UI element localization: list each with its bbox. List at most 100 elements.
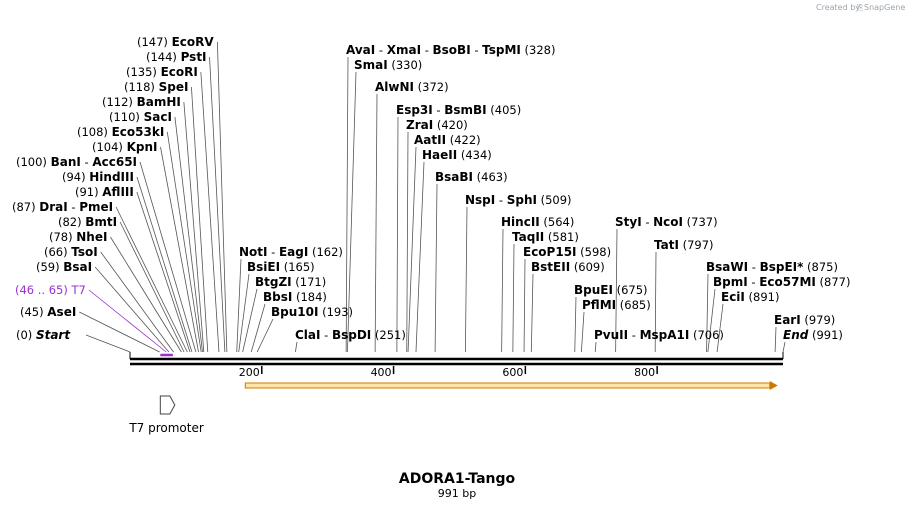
- site-psti[interactable]: (144) PstI: [146, 50, 207, 64]
- site-name: AvaI: [346, 43, 375, 57]
- site-spei[interactable]: (118) SpeI: [124, 80, 188, 94]
- site-bsabi[interactable]: BsaBI (463): [435, 170, 508, 184]
- site-bsai[interactable]: (59) BsaI: [36, 260, 92, 274]
- site-position: (797): [683, 238, 714, 252]
- site-hincii[interactable]: HincII (564): [501, 215, 574, 229]
- site-bsiei[interactable]: BsiEI (165): [247, 260, 315, 274]
- site-ecorv[interactable]: (147) EcoRV: [137, 35, 214, 49]
- credit-brand: SnapGene: [864, 3, 905, 12]
- site-position: (581): [548, 230, 579, 244]
- site-haeii[interactable]: HaeII (434): [422, 148, 492, 162]
- site-saci[interactable]: (110) SacI: [109, 110, 172, 124]
- site-bani-acc65i[interactable]: (100) BanI - Acc65I: [16, 155, 137, 169]
- site-zrai[interactable]: ZraI (420): [406, 118, 468, 132]
- site-nhei[interactable]: (78) NheI: [49, 230, 107, 244]
- site-connector: [236, 258, 242, 353]
- site-connector: [707, 288, 716, 353]
- site-t7[interactable]: (46 .. 65) T7: [15, 283, 86, 297]
- site-label-text: (104) KpnI: [92, 140, 158, 154]
- site-label-text: BpuEI (675): [574, 283, 648, 297]
- site-connector: [85, 334, 131, 353]
- site-name: HindIII: [89, 170, 134, 184]
- site-noti-eagi[interactable]: NotI - EagI (162): [239, 245, 343, 259]
- site-position: (135): [126, 65, 157, 79]
- site-alwni[interactable]: AlwNI (372): [375, 80, 449, 94]
- site-position: (598): [580, 245, 611, 259]
- site-name: EagI: [279, 245, 308, 259]
- orf-feature[interactable]: [244, 382, 771, 389]
- site-name: End: [783, 328, 809, 342]
- tick-label: 800: [634, 366, 655, 379]
- site-name: KpnI: [127, 140, 158, 154]
- site-connector: [594, 341, 597, 353]
- site-connector: [523, 258, 526, 353]
- site-position: (66): [44, 245, 68, 259]
- site-position: (112): [102, 95, 133, 109]
- site-bpu10i[interactable]: Bpu10I (193): [271, 305, 353, 319]
- site-afliii[interactable]: (91) AflIII: [75, 185, 134, 199]
- site-label-text: BtgZI (171): [255, 275, 326, 289]
- spacer: -: [748, 275, 759, 289]
- site-bsawi-bspei[interactable]: BsaWI - BspEI* (875): [706, 260, 838, 274]
- site-label-text: (100) BanI - Acc65I: [16, 155, 137, 169]
- site-ecii[interactable]: EciI (891): [721, 290, 779, 304]
- site-connector: [716, 303, 724, 353]
- snapgene-credit[interactable]: Created by ⎘ SnapGene: [816, 3, 905, 12]
- site-taqii[interactable]: TaqII (581): [512, 230, 579, 244]
- site-label-text: Bpu10I (193): [271, 305, 353, 319]
- site-bpmi-eco57mi[interactable]: BpmI - Eco57MI (877): [713, 275, 850, 289]
- site-name: AseI: [47, 305, 76, 319]
- site-smai[interactable]: SmaI (330): [354, 58, 422, 72]
- site-position: (108): [77, 125, 108, 139]
- site-bbsi[interactable]: BbsI (184): [263, 290, 327, 304]
- t7-promoter-arrow-icon[interactable]: [159, 395, 176, 415]
- site-asei[interactable]: (45) AseI: [20, 305, 76, 319]
- site-connectors: [79, 41, 786, 353]
- site-connector: [100, 251, 174, 353]
- site-tsoi[interactable]: (66) TsoI: [44, 245, 98, 259]
- site-btgzi[interactable]: BtgZI (171): [255, 275, 326, 289]
- site-label-text: SmaI (330): [354, 58, 422, 72]
- site-connector: [406, 131, 409, 353]
- site-styi-ncoi[interactable]: StyI - NcoI (737): [615, 215, 718, 229]
- site-eco53ki[interactable]: (108) Eco53kI: [77, 125, 164, 139]
- site-position: (434): [461, 148, 492, 162]
- site-avai-xmai-bsobi-tspmi[interactable]: AvaI - XmaI - BsoBI - TspMI (328): [346, 43, 555, 57]
- site-hindiii[interactable]: (94) HindIII: [62, 170, 134, 184]
- site-end[interactable]: End (991): [783, 328, 843, 342]
- site-position: (46 .. 65): [15, 283, 68, 297]
- site-bsteii[interactable]: BstEII (609): [531, 260, 605, 274]
- site-connector: [209, 56, 226, 353]
- site-name: Start: [36, 328, 71, 342]
- site-name: EcoRI: [161, 65, 198, 79]
- site-ecop15i[interactable]: EcoP15I (598): [523, 245, 611, 259]
- site-bpuei[interactable]: BpuEI (675): [574, 283, 648, 297]
- site-nspi-sphi[interactable]: NspI - SphI (509): [465, 193, 572, 207]
- site-name: BmtI: [85, 215, 117, 229]
- site-eari[interactable]: EarI (979): [774, 313, 835, 327]
- site-ecori[interactable]: (135) EcoRI: [126, 65, 198, 79]
- site-pflmi[interactable]: PflMI (685): [582, 298, 651, 312]
- site-tati[interactable]: TatI (797): [654, 238, 714, 252]
- site-position: (147): [137, 35, 168, 49]
- site-name: SphI: [507, 193, 537, 207]
- site-clai-bspdi[interactable]: ClaI - BspDI (251): [295, 328, 406, 342]
- site-bamhi[interactable]: (112) BamHI: [102, 95, 181, 109]
- site-label-text: (110) SacI: [109, 110, 172, 124]
- site-connector: [88, 289, 167, 353]
- spacer: -: [628, 328, 639, 342]
- site-kpni[interactable]: (104) KpnI: [92, 140, 158, 154]
- site-name: TspMI: [482, 43, 521, 57]
- site-position: (100): [16, 155, 47, 169]
- site-pvuii-mspa1i[interactable]: PvuII - MspA1I (706): [594, 328, 724, 342]
- site-label-text: (112) BamHI: [102, 95, 181, 109]
- site-esp3i-bsmbi[interactable]: Esp3I - BsmBI (405): [396, 103, 521, 117]
- site-drai-pmei[interactable]: (87) DraI - PmeI: [12, 200, 113, 214]
- site-aatii[interactable]: AatII (422): [414, 133, 481, 147]
- site-start[interactable]: (0) Start: [16, 328, 71, 342]
- site-name: AlwNI: [375, 80, 414, 94]
- site-bmti[interactable]: (82) BmtI: [58, 215, 117, 229]
- site-name: NotI: [239, 245, 268, 259]
- site-label-text: (78) NheI: [49, 230, 107, 244]
- spacer: -: [375, 43, 386, 57]
